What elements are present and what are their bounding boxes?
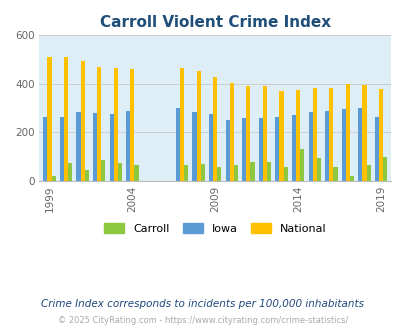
Bar [374, 117, 378, 181]
Bar [134, 165, 138, 181]
Bar [109, 114, 113, 181]
Bar [283, 167, 287, 181]
Bar [349, 176, 353, 181]
Bar [101, 160, 105, 181]
Title: Carroll Violent Crime Index: Carroll Violent Crime Index [100, 15, 330, 30]
Bar [47, 57, 51, 181]
Bar [76, 112, 80, 181]
Bar [225, 120, 229, 181]
Bar [64, 57, 68, 181]
Bar [68, 163, 72, 181]
Bar [130, 69, 134, 181]
Bar [328, 87, 333, 181]
Bar [382, 157, 386, 181]
Bar [295, 90, 299, 181]
Bar [378, 89, 382, 181]
Bar [126, 111, 130, 181]
Legend: Carroll, Iowa, National: Carroll, Iowa, National [99, 219, 330, 238]
Bar [362, 85, 366, 181]
Bar [217, 167, 221, 181]
Bar [60, 117, 64, 181]
Text: © 2025 CityRating.com - https://www.cityrating.com/crime-statistics/: © 2025 CityRating.com - https://www.city… [58, 316, 347, 325]
Bar [213, 77, 217, 181]
Bar [312, 87, 316, 181]
Bar [113, 68, 117, 181]
Bar [184, 165, 188, 181]
Bar [175, 108, 179, 181]
Bar [275, 117, 279, 181]
Bar [341, 110, 345, 181]
Bar [366, 165, 370, 181]
Bar [43, 117, 47, 181]
Bar [299, 149, 304, 181]
Bar [266, 162, 271, 181]
Bar [258, 118, 262, 181]
Bar [192, 112, 196, 181]
Text: Crime Index corresponds to incidents per 100,000 inhabitants: Crime Index corresponds to incidents per… [41, 299, 364, 309]
Bar [291, 115, 295, 181]
Bar [333, 167, 337, 181]
Bar [308, 112, 312, 181]
Bar [233, 165, 237, 181]
Bar [117, 163, 121, 181]
Bar [93, 113, 97, 181]
Bar [229, 83, 233, 181]
Bar [316, 158, 320, 181]
Bar [345, 84, 349, 181]
Bar [242, 118, 246, 181]
Bar [250, 162, 254, 181]
Bar [196, 71, 200, 181]
Bar [179, 68, 184, 181]
Bar [324, 111, 328, 181]
Bar [209, 114, 213, 181]
Bar [80, 61, 85, 181]
Bar [51, 176, 55, 181]
Bar [97, 67, 101, 181]
Bar [279, 91, 283, 181]
Bar [85, 170, 89, 181]
Bar [262, 86, 266, 181]
Bar [357, 108, 362, 181]
Bar [200, 164, 205, 181]
Bar [246, 86, 250, 181]
